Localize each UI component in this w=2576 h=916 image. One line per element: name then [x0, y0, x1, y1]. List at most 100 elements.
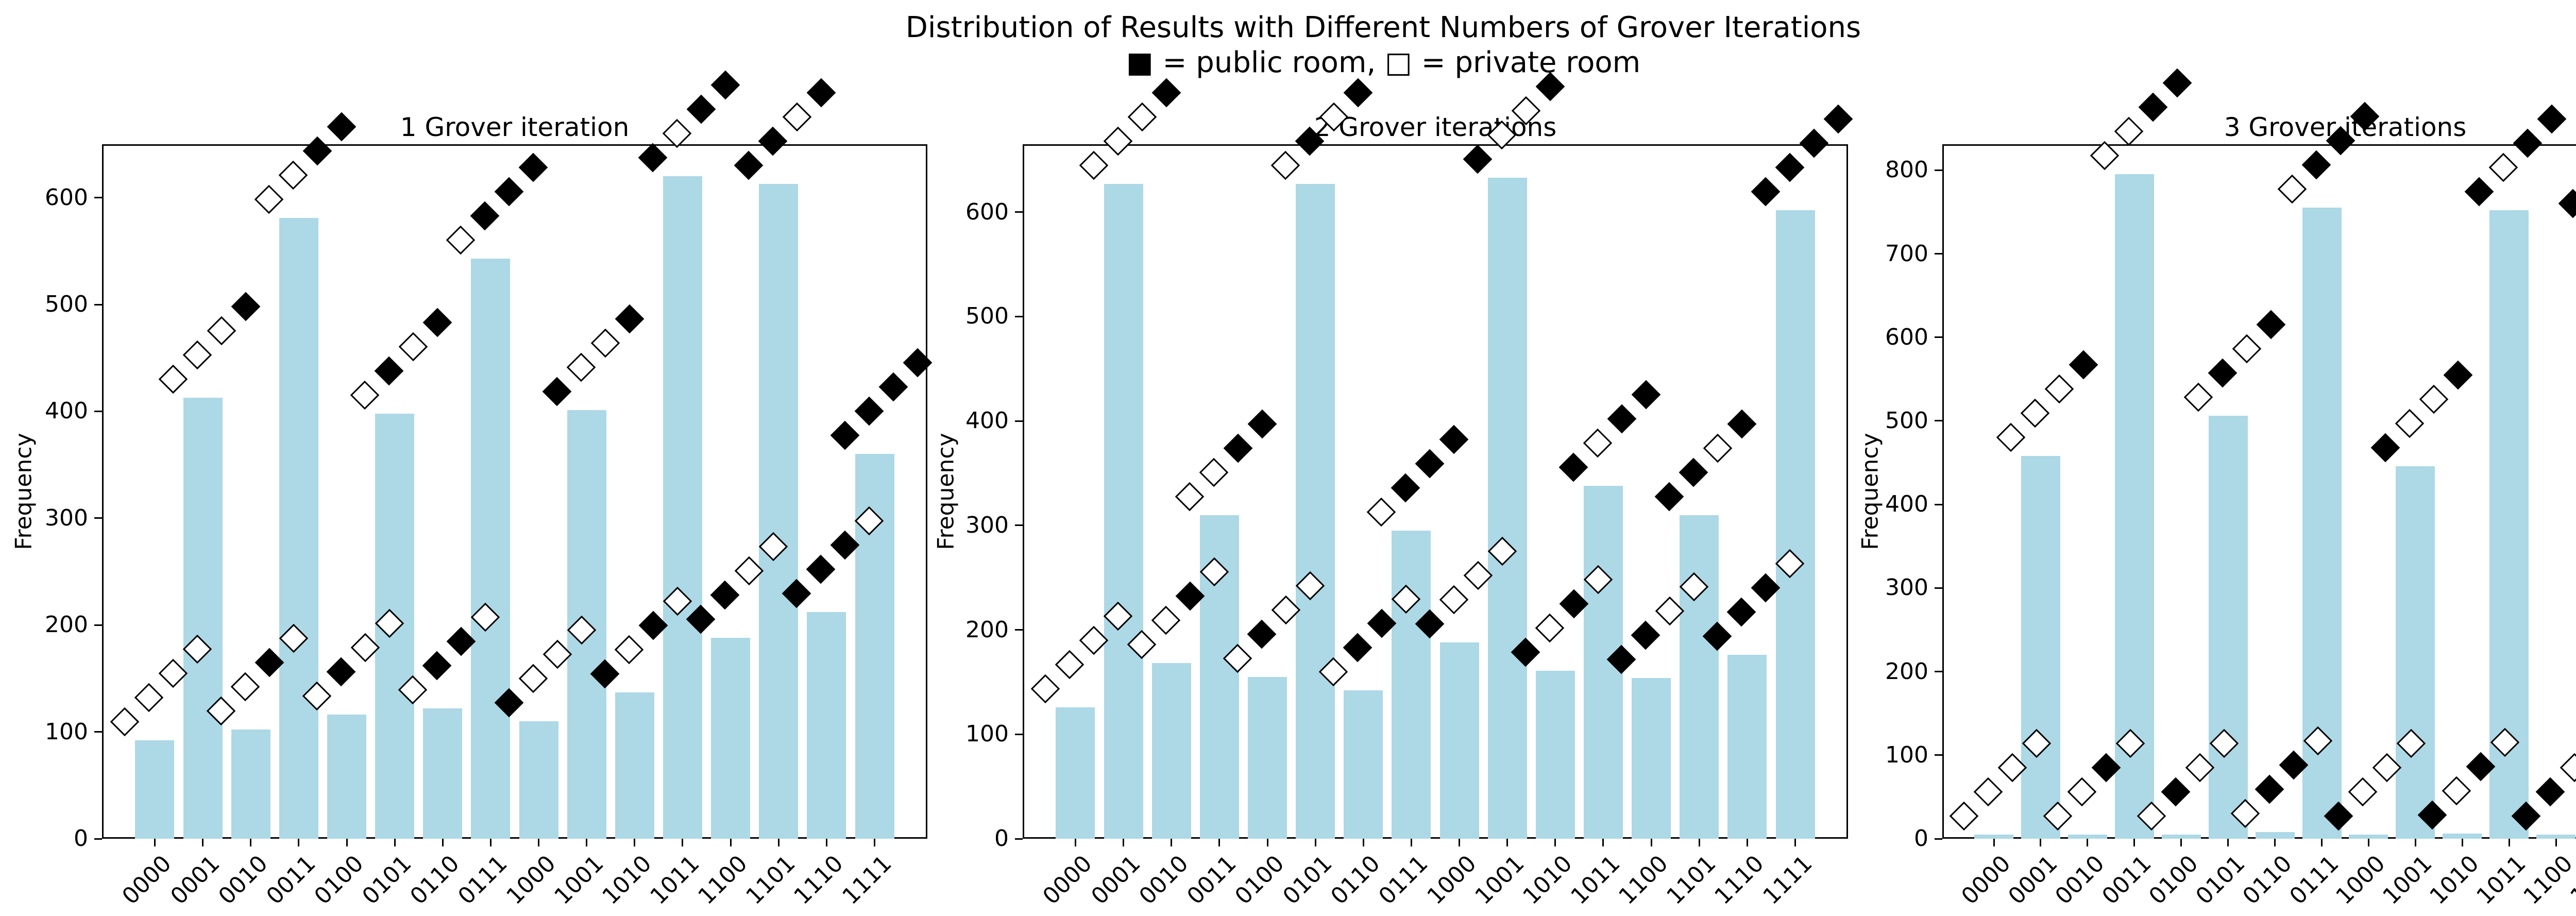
x-tickmark: [1314, 839, 1316, 846]
x-tickmark: [442, 839, 444, 846]
y-tick-label: 800: [1885, 157, 1928, 183]
x-tick-label: 0111: [453, 850, 513, 910]
x-tick-label: 0111: [1374, 850, 1434, 910]
y-tickmark: [1935, 253, 1942, 255]
x-tickmark: [586, 839, 588, 846]
y-tickmark: [94, 303, 102, 306]
x-tick-label: 0100: [2144, 850, 2204, 910]
x-tick-label: 0011: [1182, 850, 1242, 910]
x-tick-label: 0010: [1134, 850, 1194, 910]
y-tick-label: 200: [1885, 658, 1928, 685]
bar-0000: [1056, 707, 1095, 839]
bar-0011: [2114, 174, 2154, 839]
y-tickmark: [1935, 169, 1942, 171]
x-tick-label: 1010: [597, 850, 657, 910]
x-tick-label: 0101: [357, 850, 417, 910]
x-tick-label: 0100: [309, 850, 369, 910]
y-tickmark: [1935, 336, 1942, 338]
y-tick-label: 300: [1885, 574, 1928, 601]
x-tick-label: 0110: [405, 850, 465, 910]
y-tick-label: 400: [965, 408, 1009, 434]
x-tickmark: [2555, 839, 2557, 846]
bar-1111: [1775, 210, 1815, 839]
bar-0100: [1248, 676, 1287, 839]
bar-1001: [1487, 177, 1527, 839]
x-tickmark: [2321, 839, 2323, 846]
bar-1000: [2349, 834, 2388, 839]
x-tick-label: 1010: [1518, 850, 1578, 910]
y-tick-label: 500: [45, 291, 88, 318]
x-tick-label: 0010: [213, 850, 273, 910]
y-tickmark: [1935, 671, 1942, 673]
bar-1101: [759, 183, 799, 839]
y-tickmark: [1935, 587, 1942, 589]
x-tickmark: [777, 839, 779, 846]
bar-0100: [2161, 834, 2201, 839]
x-tick-label: 1111: [1757, 850, 1818, 910]
x-tick-label: 1100: [2518, 850, 2576, 910]
x-tickmark: [2227, 839, 2229, 846]
y-tick-label: 400: [1885, 491, 1928, 518]
bar-1100: [1632, 677, 1671, 839]
x-tickmark: [2087, 839, 2089, 846]
x-tickmark: [634, 839, 636, 846]
y-tickmark: [1015, 211, 1023, 213]
x-tickmark: [1554, 839, 1556, 846]
bar-0110: [1344, 690, 1383, 839]
x-tick-label: 1010: [2425, 850, 2484, 910]
x-tickmark: [1074, 839, 1076, 846]
y-tick-label: 600: [45, 184, 88, 211]
y-tick-label: 100: [965, 721, 1009, 748]
bar-0001: [1104, 184, 1143, 839]
x-tick-label: 1011: [645, 850, 705, 910]
x-tickmark: [1698, 839, 1700, 846]
marker-legend-text: ■ = public room, □ = private room: [1126, 46, 1641, 79]
x-tickmark: [2274, 839, 2276, 846]
x-tickmark: [1746, 839, 1748, 846]
x-tick-label: 1111: [837, 850, 897, 910]
y-tickmark: [94, 517, 102, 519]
x-tick-label: 0101: [1278, 850, 1337, 910]
x-tickmark: [1794, 839, 1797, 846]
y-tick-label: 700: [1885, 240, 1928, 267]
bar-1110: [1727, 655, 1767, 839]
bar-0101: [2208, 416, 2248, 839]
y-tickmark: [1015, 629, 1023, 631]
bar-0000: [135, 740, 175, 839]
x-tickmark: [154, 839, 156, 846]
x-tickmark: [1218, 839, 1221, 846]
figure-title: Distribution of Results with Different N…: [905, 11, 1861, 44]
y-tick-label: 100: [45, 718, 88, 745]
x-tickmark: [538, 839, 540, 846]
bar-0010: [1151, 663, 1191, 839]
x-tickmark: [2367, 839, 2369, 846]
y-tick-label: 500: [965, 303, 1009, 330]
subplot-1-axes: [102, 144, 927, 839]
bar-0001: [183, 397, 223, 839]
y-tickmark: [1015, 838, 1023, 840]
bar-1011: [663, 176, 702, 839]
bar-0011: [279, 218, 318, 839]
x-tick-label: 1000: [501, 850, 561, 910]
y-tickmark: [1015, 420, 1023, 422]
x-tick-label: 1001: [2378, 850, 2438, 910]
x-tick-label: 0001: [165, 850, 225, 910]
bar-1010: [2443, 834, 2482, 839]
bar-1010: [1535, 670, 1575, 839]
y-tickmark: [94, 731, 102, 733]
x-tickmark: [1459, 839, 1461, 846]
x-tick-label: 0010: [2050, 850, 2110, 910]
subplot-1-ylabel: Frequency: [10, 433, 37, 550]
bar-0010: [231, 730, 270, 839]
x-tickmark: [2461, 839, 2463, 846]
x-tickmark: [298, 839, 300, 846]
x-tick-label: 0000: [117, 850, 177, 910]
x-tickmark: [1410, 839, 1412, 846]
x-tick-label: 0101: [2191, 850, 2250, 910]
x-tickmark: [2040, 839, 2042, 846]
bar-0000: [1974, 834, 2014, 839]
x-tick-label: 1100: [693, 850, 753, 910]
y-tickmark: [1935, 838, 1942, 840]
x-tickmark: [2133, 839, 2136, 846]
